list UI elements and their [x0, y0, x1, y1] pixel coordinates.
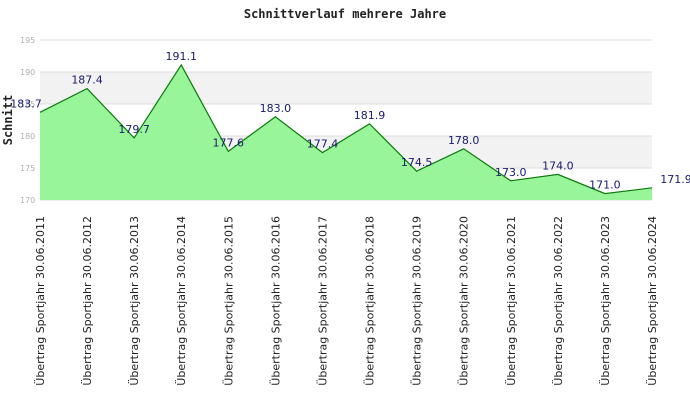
data-label: 179.7	[118, 123, 150, 136]
x-tick-label: Übertrag Sportjahr 30.06.2014	[175, 216, 188, 386]
y-tick-label: 195	[20, 36, 35, 45]
x-tick-label: Übertrag Sportjahr 30.06.2021	[505, 216, 518, 386]
y-tick-label: 190	[20, 68, 35, 77]
x-tick-label: Übertrag Sportjahr 30.06.2015	[222, 216, 235, 386]
series-line	[39, 63, 653, 195]
y-tick-labels: 170 175 180 185 190 195	[20, 36, 35, 205]
x-tick-label: Übertrag Sportjahr 30.06.2024	[646, 216, 659, 386]
data-label: 171.0	[589, 179, 621, 192]
data-label: 173.0	[495, 166, 527, 179]
y-tick-label: 185	[20, 100, 35, 109]
x-tick-label: Übertrag Sportjahr 30.06.2023	[599, 216, 612, 386]
plot-band	[40, 40, 652, 72]
data-label: 191.1	[165, 50, 197, 63]
data-label: 183.0	[260, 102, 292, 115]
x-tick-label: Übertrag Sportjahr 30.06.2016	[269, 216, 282, 386]
y-axis-label: Schnitt	[1, 95, 15, 146]
y-tick-label: 170	[20, 196, 35, 205]
x-tick-label: Übertrag Sportjahr 30.06.2022	[552, 216, 565, 386]
data-label: 174.0	[542, 159, 574, 172]
area-fill	[40, 64, 652, 201]
x-tick-label: Übertrag Sportjahr 30.06.2011	[34, 216, 47, 386]
chart-title: Schnittverlauf mehrere Jahre	[244, 7, 446, 21]
y-tick-label: 180	[20, 132, 35, 141]
data-label: 187.4	[71, 74, 103, 87]
x-tick-labels: Übertrag Sportjahr 30.06.2011 Übertrag Sp…	[34, 216, 659, 386]
data-label: 178.0	[448, 134, 480, 147]
data-label: 181.9	[354, 109, 386, 122]
x-tick-label: Übertrag Sportjahr 30.06.2018	[364, 216, 377, 386]
data-labels: 183.7 187.4 179.7 191.1 177.6 183.0 177.4 181.9…	[10, 50, 690, 192]
x-tick-label: Übertrag Sportjahr 30.06.2017	[316, 216, 329, 386]
x-tick-label: Übertrag Sportjahr 30.06.2019	[411, 216, 424, 386]
data-label: 177.4	[307, 138, 339, 151]
x-tick-label: Übertrag Sportjahr 30.06.2012	[81, 216, 94, 386]
x-tick-label: Übertrag Sportjahr 30.06.2013	[128, 216, 141, 386]
data-label: 183.7	[10, 97, 42, 110]
data-label: 177.6	[213, 136, 245, 149]
series-area	[39, 63, 653, 201]
data-label: 171.9	[660, 173, 690, 186]
x-tick-label: Übertrag Sportjahr 30.06.2020	[458, 216, 471, 386]
y-tick-label: 175	[20, 164, 35, 173]
plot-band	[40, 72, 652, 104]
data-label: 174.5	[401, 156, 433, 169]
